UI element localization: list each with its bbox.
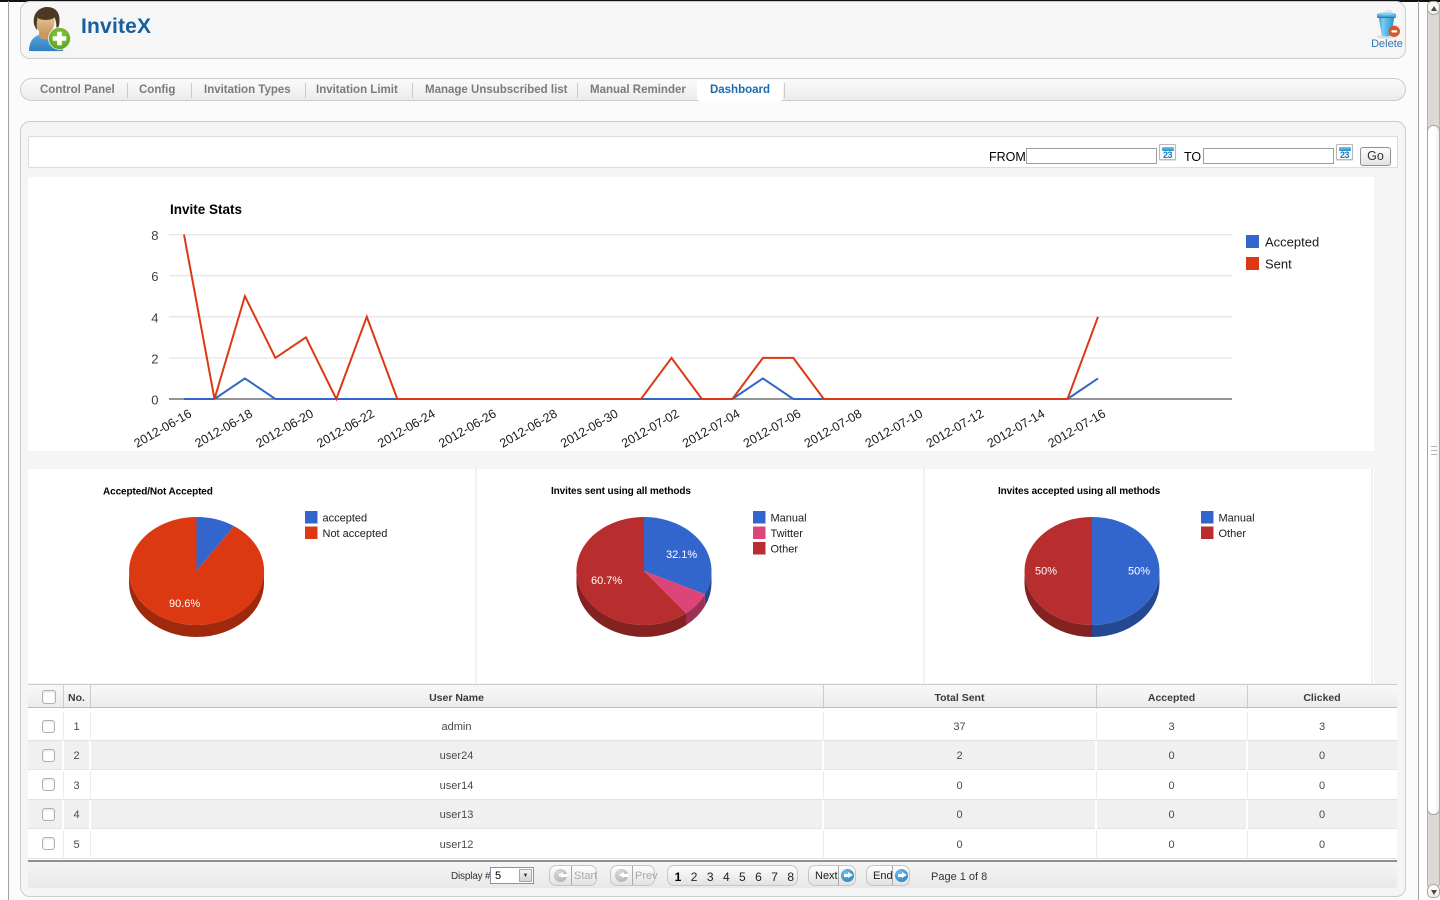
svg-text:0: 0: [151, 393, 158, 408]
svg-text:2012-06-30: 2012-06-30: [558, 406, 620, 450]
svg-text:2012-07-10: 2012-07-10: [863, 406, 925, 450]
svg-text:2: 2: [151, 351, 158, 366]
svg-text:2012-07-06: 2012-07-06: [741, 406, 803, 450]
svg-text:2012-07-16: 2012-07-16: [1046, 406, 1108, 450]
svg-text:2012-06-20: 2012-06-20: [254, 406, 316, 450]
svg-text:2012-07-04: 2012-07-04: [680, 406, 742, 450]
svg-text:Manual: Manual: [771, 513, 807, 525]
svg-text:50%: 50%: [1128, 566, 1150, 578]
svg-text:4: 4: [151, 310, 158, 325]
svg-text:Invite Stats: Invite Stats: [170, 202, 242, 217]
svg-text:6: 6: [151, 269, 158, 284]
svg-text:2012-06-24: 2012-06-24: [375, 406, 437, 450]
svg-text:2012-07-02: 2012-07-02: [619, 406, 681, 450]
svg-text:2012-07-08: 2012-07-08: [802, 406, 864, 450]
svg-text:2012-06-18: 2012-06-18: [193, 406, 255, 450]
svg-text:2012-07-14: 2012-07-14: [985, 406, 1047, 450]
svg-text:8: 8: [151, 228, 158, 243]
svg-text:90.6%: 90.6%: [169, 598, 200, 610]
svg-text:Not accepted: Not accepted: [323, 528, 388, 540]
svg-text:32.1%: 32.1%: [666, 549, 697, 561]
svg-text:2012-07-12: 2012-07-12: [924, 406, 986, 450]
svg-text:Manual: Manual: [1219, 513, 1255, 525]
svg-text:accepted: accepted: [323, 513, 368, 525]
svg-text:Accepted: Accepted: [1265, 235, 1319, 250]
svg-text:2012-06-16: 2012-06-16: [132, 406, 194, 450]
svg-text:60.7%: 60.7%: [591, 575, 622, 587]
svg-text:Other: Other: [1219, 528, 1247, 540]
svg-text:2012-06-28: 2012-06-28: [497, 406, 559, 450]
svg-text:2012-06-26: 2012-06-26: [436, 406, 498, 450]
svg-text:Accepted/Not Accepted: Accepted/Not Accepted: [103, 487, 213, 498]
svg-text:Twitter: Twitter: [771, 528, 804, 540]
svg-text:Sent: Sent: [1265, 257, 1292, 272]
svg-text:50%: 50%: [1035, 566, 1057, 578]
svg-text:Invites sent using all methods: Invites sent using all methods: [551, 486, 691, 497]
svg-text:Other: Other: [771, 544, 799, 556]
svg-text:Invites accepted using all met: Invites accepted using all methods: [998, 486, 1161, 497]
svg-text:2012-06-22: 2012-06-22: [314, 406, 376, 450]
